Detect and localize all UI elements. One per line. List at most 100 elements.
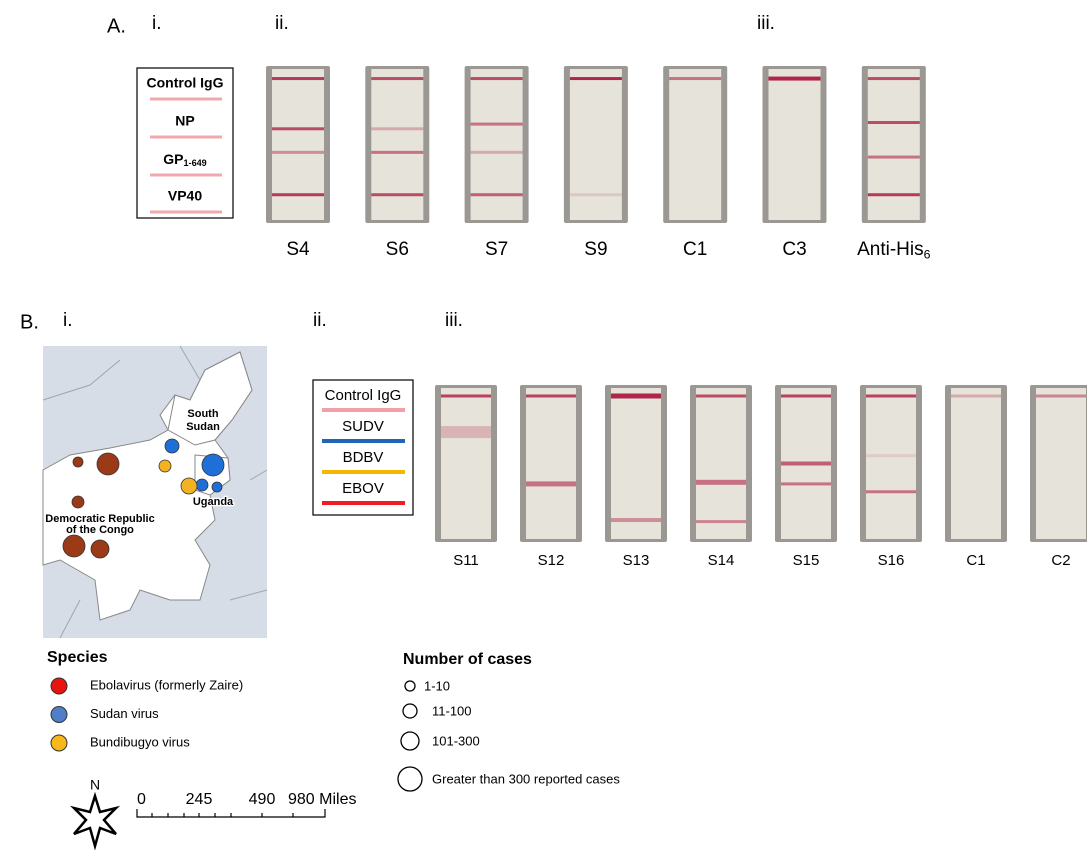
scale-label: 980 Miles [288, 791, 356, 808]
sub-label: iii. [445, 310, 463, 331]
legend-size [401, 732, 419, 750]
legend-swatch [51, 735, 67, 751]
strip-band [272, 77, 324, 80]
map-outbreak [181, 478, 197, 494]
map-label: of the Congo [66, 524, 134, 536]
strip-band [866, 454, 916, 457]
strip-window [1036, 388, 1086, 539]
strip-window [868, 69, 920, 220]
scale-label: 490 [249, 791, 276, 808]
map [43, 346, 267, 638]
legend-size [398, 767, 422, 791]
compass-label: N [90, 777, 100, 793]
strip-window [696, 388, 746, 539]
strip-band [441, 394, 491, 397]
strip-window [611, 388, 661, 539]
scale-label: 0 [137, 791, 146, 808]
map-outbreak [196, 479, 208, 491]
strip-band [272, 127, 324, 130]
strip-window [570, 69, 622, 220]
map-label: Uganda [193, 496, 234, 508]
panel-label: B. [20, 311, 39, 333]
strip-label: C1 [683, 239, 707, 260]
panel-label: A. [107, 15, 126, 37]
strip-label-sub: 6 [924, 248, 931, 262]
map-outbreak [212, 482, 222, 492]
strip-window [471, 69, 523, 220]
figure: A.i.ii.iii.Control IgGNPGP1-649VP40S4S6S… [0, 0, 1087, 850]
strip-label: S4 [286, 239, 310, 260]
page: {"panel_a": {"label": "A.", "sub_labels"… [0, 0, 1087, 850]
strip-band [471, 123, 523, 126]
legend-label-sub: 1-649 [183, 159, 206, 169]
legend-label: 1-10 [424, 678, 450, 693]
scale-label: 245 [186, 791, 213, 808]
strip-label-main: Anti-His [857, 239, 924, 260]
strip-band [441, 426, 491, 438]
strip-label: S15 [793, 552, 820, 569]
strip-band [1036, 394, 1086, 397]
legend-label: 11-100 [432, 703, 472, 718]
strip-band [866, 490, 916, 493]
strip-window [371, 69, 423, 220]
legend-label: Sudan virus [90, 706, 159, 721]
strip-window [272, 69, 324, 220]
strip-band [868, 121, 920, 124]
map-outbreak [159, 460, 171, 472]
sub-label: ii. [275, 13, 289, 34]
map-outbreak [73, 457, 83, 467]
legend-label: VP40 [168, 188, 202, 204]
strip-band [611, 393, 661, 398]
strip-band [868, 193, 920, 196]
legend-label: Control IgG [325, 387, 402, 404]
map-outbreak [165, 439, 179, 453]
legend-label: SUDV [342, 418, 384, 435]
strip-window [441, 388, 491, 539]
strip-band [611, 518, 661, 522]
strip-band [781, 462, 831, 466]
strip-band [272, 193, 324, 196]
strip-label: S11 [453, 552, 479, 569]
legend-label: EBOV [342, 480, 384, 497]
map-outbreak [97, 453, 119, 475]
map-outbreak [202, 454, 224, 476]
map-label: South [187, 408, 218, 420]
strip-band [371, 77, 423, 80]
strip-band [471, 77, 523, 80]
strip-label: S14 [708, 552, 735, 569]
strip-band [570, 77, 622, 80]
strip-label: S7 [485, 239, 508, 260]
compass-star [74, 796, 116, 846]
strip-band [866, 394, 916, 397]
sub-label: i. [63, 310, 73, 331]
strip-label: C2 [1051, 552, 1070, 569]
strip-window [866, 388, 916, 539]
map-outbreak [91, 540, 109, 558]
strip-window [526, 388, 576, 539]
strip-band [471, 193, 523, 196]
legend-label: BDBV [343, 449, 384, 466]
strip-band [526, 481, 576, 486]
strip-band [868, 77, 920, 80]
sub-label: i. [152, 13, 162, 34]
legend-label: Ebolavirus (formerly Zaire) [90, 677, 243, 692]
strip-band [371, 193, 423, 196]
sub-label: ii. [313, 310, 327, 331]
sub-label: iii. [757, 13, 775, 34]
strip-band [272, 151, 324, 154]
legend-label: NP [175, 113, 194, 129]
strip-band [669, 77, 721, 80]
strip-label: Anti-His6 [857, 239, 931, 262]
scale-bar [137, 809, 325, 817]
strip-window [951, 388, 1001, 539]
legend-label: Bundibugyo virus [90, 734, 190, 749]
legend-title: Species [47, 649, 108, 666]
map-outbreak [63, 535, 85, 557]
strip-label: S12 [538, 552, 565, 569]
map-outbreak [72, 496, 84, 508]
strip-label: S16 [878, 552, 905, 569]
strip-window [769, 69, 821, 220]
strip-band [781, 482, 831, 485]
legend-swatch [51, 707, 67, 723]
legend-label: Greater than 300 reported cases [432, 771, 620, 786]
